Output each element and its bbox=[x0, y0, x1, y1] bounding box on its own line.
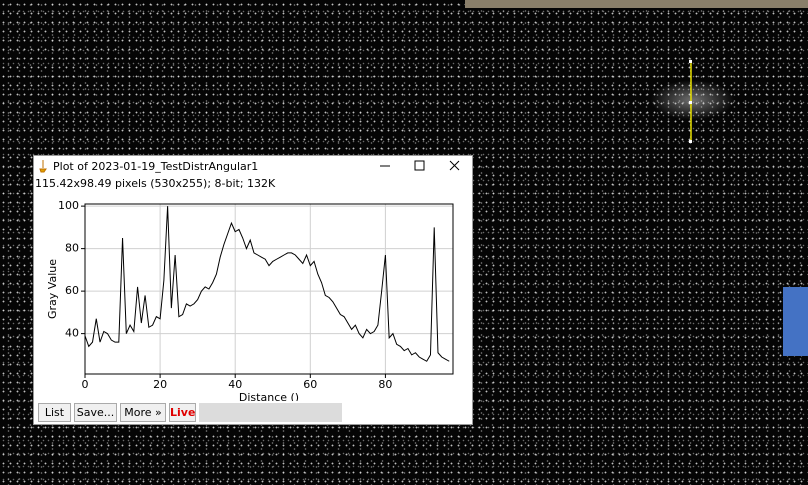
app-icon bbox=[38, 159, 48, 173]
save-button[interactable]: Save... bbox=[74, 403, 117, 422]
x-tick-label: 60 bbox=[303, 378, 317, 391]
list-button[interactable]: List bbox=[38, 403, 71, 422]
window-controls[interactable] bbox=[374, 156, 472, 176]
y-tick-label: 100 bbox=[58, 199, 79, 212]
y-axis-label: Gray Value bbox=[46, 259, 59, 319]
blue-panel bbox=[783, 287, 808, 356]
plot-window: Plot of 2023-01-19_TestDistrAngular1 115… bbox=[33, 155, 473, 425]
desktop: Plot of 2023-01-19_TestDistrAngular1 115… bbox=[0, 0, 808, 485]
y-tick-label: 60 bbox=[65, 284, 79, 297]
x-tick-label: 0 bbox=[82, 378, 89, 391]
image-strip bbox=[465, 0, 808, 8]
x-tick-label: 40 bbox=[228, 378, 242, 391]
x-tick-label: 80 bbox=[378, 378, 392, 391]
plot-area bbox=[85, 204, 453, 374]
window-title: Plot of 2023-01-19_TestDistrAngular1 bbox=[53, 160, 258, 173]
live-button[interactable]: Live bbox=[169, 403, 196, 422]
line-selection bbox=[685, 58, 697, 148]
plot: 0 20 40 60 80 40 60 80 100 Distance () Gray Value bbox=[34, 191, 472, 401]
status-box bbox=[199, 403, 342, 422]
more-button[interactable]: More » bbox=[120, 403, 166, 422]
y-tick-label: 40 bbox=[65, 327, 79, 340]
image-info: 115.42x98.49 pixels (530x255); 8-bit; 13… bbox=[35, 177, 275, 190]
x-tick-label: 20 bbox=[153, 378, 167, 391]
title-bar: Plot of 2023-01-19_TestDistrAngular1 bbox=[34, 156, 472, 176]
y-tick-label: 80 bbox=[65, 242, 79, 255]
x-axis-label: Distance () bbox=[239, 391, 299, 401]
